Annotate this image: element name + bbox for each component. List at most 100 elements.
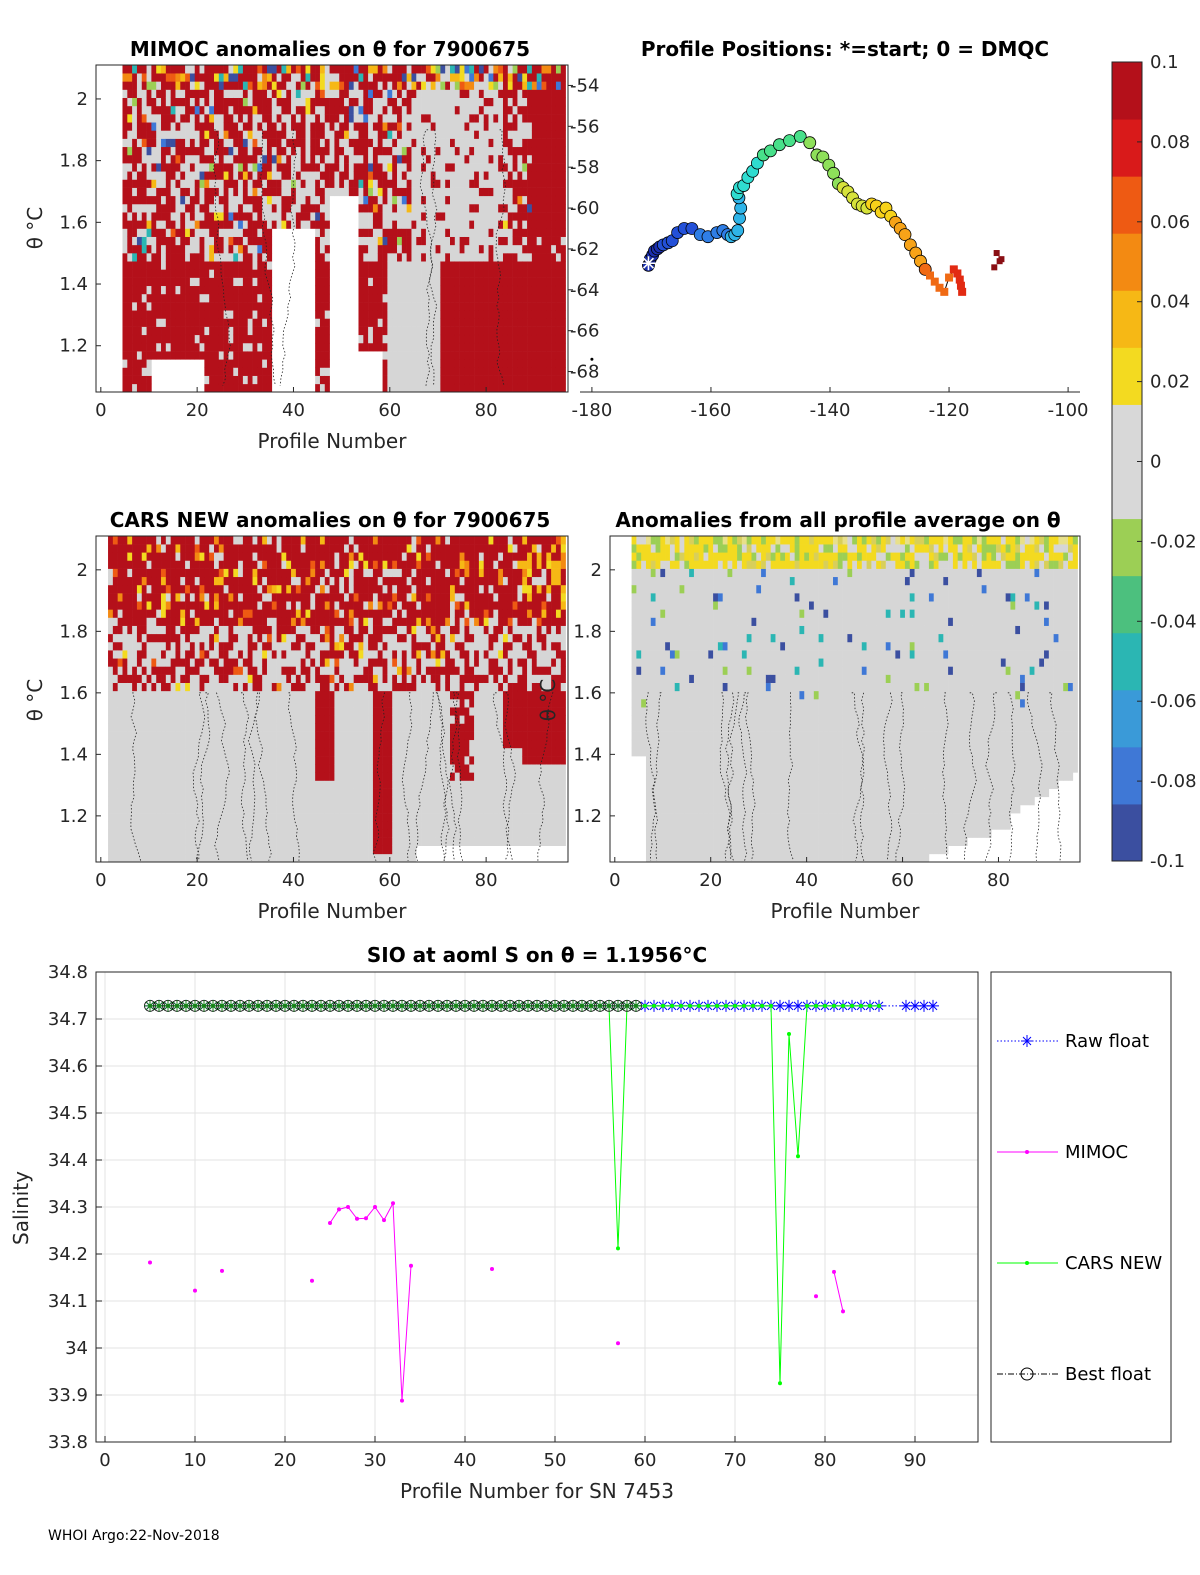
heatmap-cell <box>185 601 191 610</box>
heatmap-cell <box>271 837 277 846</box>
heatmap-cell <box>522 65 528 74</box>
heatmap-cell <box>209 747 215 757</box>
heatmap-cell <box>151 690 157 700</box>
heatmap-cell <box>161 97 167 107</box>
heatmap-cell <box>112 715 118 724</box>
heatmap-cell <box>262 318 268 327</box>
heatmap-cell <box>291 212 297 221</box>
heatmap-cell <box>324 367 330 376</box>
heatmap-cell <box>368 154 374 164</box>
heatmap-cell <box>252 253 258 262</box>
heatmap-cell <box>262 277 268 287</box>
heatmap-cell <box>324 310 330 319</box>
heatmap-cell <box>170 764 176 773</box>
heatmap-cell <box>286 821 292 830</box>
heatmap-cell <box>406 73 412 82</box>
heatmap-cell <box>180 302 186 311</box>
heatmap-cell <box>271 821 277 830</box>
heatmap-cell <box>161 228 167 237</box>
heatmap-cell <box>194 568 200 578</box>
heatmap-cell <box>358 138 364 148</box>
heatmap-cell <box>204 641 210 651</box>
profile-marker <box>955 275 964 284</box>
heatmap-cell <box>469 244 475 254</box>
heatmap-cell <box>387 220 393 229</box>
heatmap-cell <box>252 593 258 602</box>
heatmap-cell <box>189 253 196 262</box>
heatmap-cell <box>319 187 326 197</box>
heatmap-cell <box>464 122 470 131</box>
heatmap-cell <box>363 326 369 336</box>
heatmap-cell <box>536 269 542 278</box>
heatmap-cell <box>165 203 171 213</box>
heatmap-cell <box>247 318 253 327</box>
heatmap-cell <box>382 342 388 352</box>
heatmap-cell <box>315 65 321 74</box>
heatmap-cell <box>276 122 282 131</box>
heatmap-cell <box>281 105 287 115</box>
heatmap-cell <box>180 584 186 594</box>
heatmap-cell <box>199 318 205 327</box>
heatmap-cell <box>170 715 176 724</box>
heatmap-cell <box>242 690 249 700</box>
heatmap-cell <box>194 154 200 164</box>
heatmap-cell <box>194 641 200 651</box>
heatmap-cell <box>546 65 552 74</box>
heatmap-cell <box>257 187 263 197</box>
heatmap-cell <box>295 179 301 188</box>
heatmap-cell <box>112 641 118 651</box>
heatmap-cell <box>127 105 133 115</box>
heatmap-cell <box>194 179 200 188</box>
heatmap-cell <box>257 666 263 675</box>
heatmap-cell <box>551 97 557 107</box>
heatmap-cell <box>262 658 268 667</box>
heatmap-cell <box>204 318 210 327</box>
heatmap-cell <box>560 334 566 344</box>
heatmap-cell <box>242 552 249 561</box>
heatmap-cell <box>334 97 340 107</box>
heatmap-cell <box>209 780 215 789</box>
heatmap-cell <box>252 383 258 392</box>
heatmap-cell <box>108 723 114 732</box>
heatmap-cell <box>146 212 152 221</box>
heatmap-cell <box>228 114 234 123</box>
heatmap-cell <box>425 138 432 148</box>
heatmap-cell <box>199 277 205 287</box>
heatmap-cell <box>541 228 547 237</box>
heatmap-cell <box>262 853 268 862</box>
heatmap-cell <box>146 130 152 139</box>
heatmap-cell <box>488 351 494 360</box>
heatmap-cell <box>117 536 123 545</box>
heatmap-cell <box>194 81 200 90</box>
heatmap-cell <box>127 130 133 139</box>
heatmap-cell <box>305 146 311 156</box>
heatmap-cell <box>218 146 224 156</box>
heatmap-cell <box>271 576 277 586</box>
heatmap-cell <box>406 375 412 385</box>
heatmap-cell <box>281 756 287 765</box>
heatmap-cell <box>478 195 485 205</box>
heatmap-cell <box>416 179 422 188</box>
heatmap-cell <box>252 829 258 838</box>
heatmap-cell <box>223 277 229 287</box>
heatmap-cell <box>209 804 215 814</box>
heatmap-cell <box>382 261 388 270</box>
heatmap-cell <box>560 89 566 98</box>
heatmap-cell <box>247 756 253 765</box>
heatmap-cell <box>502 228 509 237</box>
heatmap-cell <box>324 81 330 90</box>
heatmap-cell <box>165 699 171 708</box>
heatmap-cell <box>531 375 537 385</box>
heatmap-cell <box>122 334 128 344</box>
heatmap-cell <box>180 544 186 553</box>
heatmap-cell <box>397 212 403 221</box>
heatmap-cell <box>430 187 436 197</box>
heatmap-cell <box>146 756 152 765</box>
heatmap-cell <box>368 187 374 197</box>
heatmap-cell <box>141 699 147 708</box>
heatmap-cell <box>136 351 143 360</box>
heatmap-cell <box>397 163 403 172</box>
heatmap-cell <box>430 179 436 188</box>
heatmap-cell <box>132 747 138 757</box>
heatmap-cell <box>536 383 542 392</box>
